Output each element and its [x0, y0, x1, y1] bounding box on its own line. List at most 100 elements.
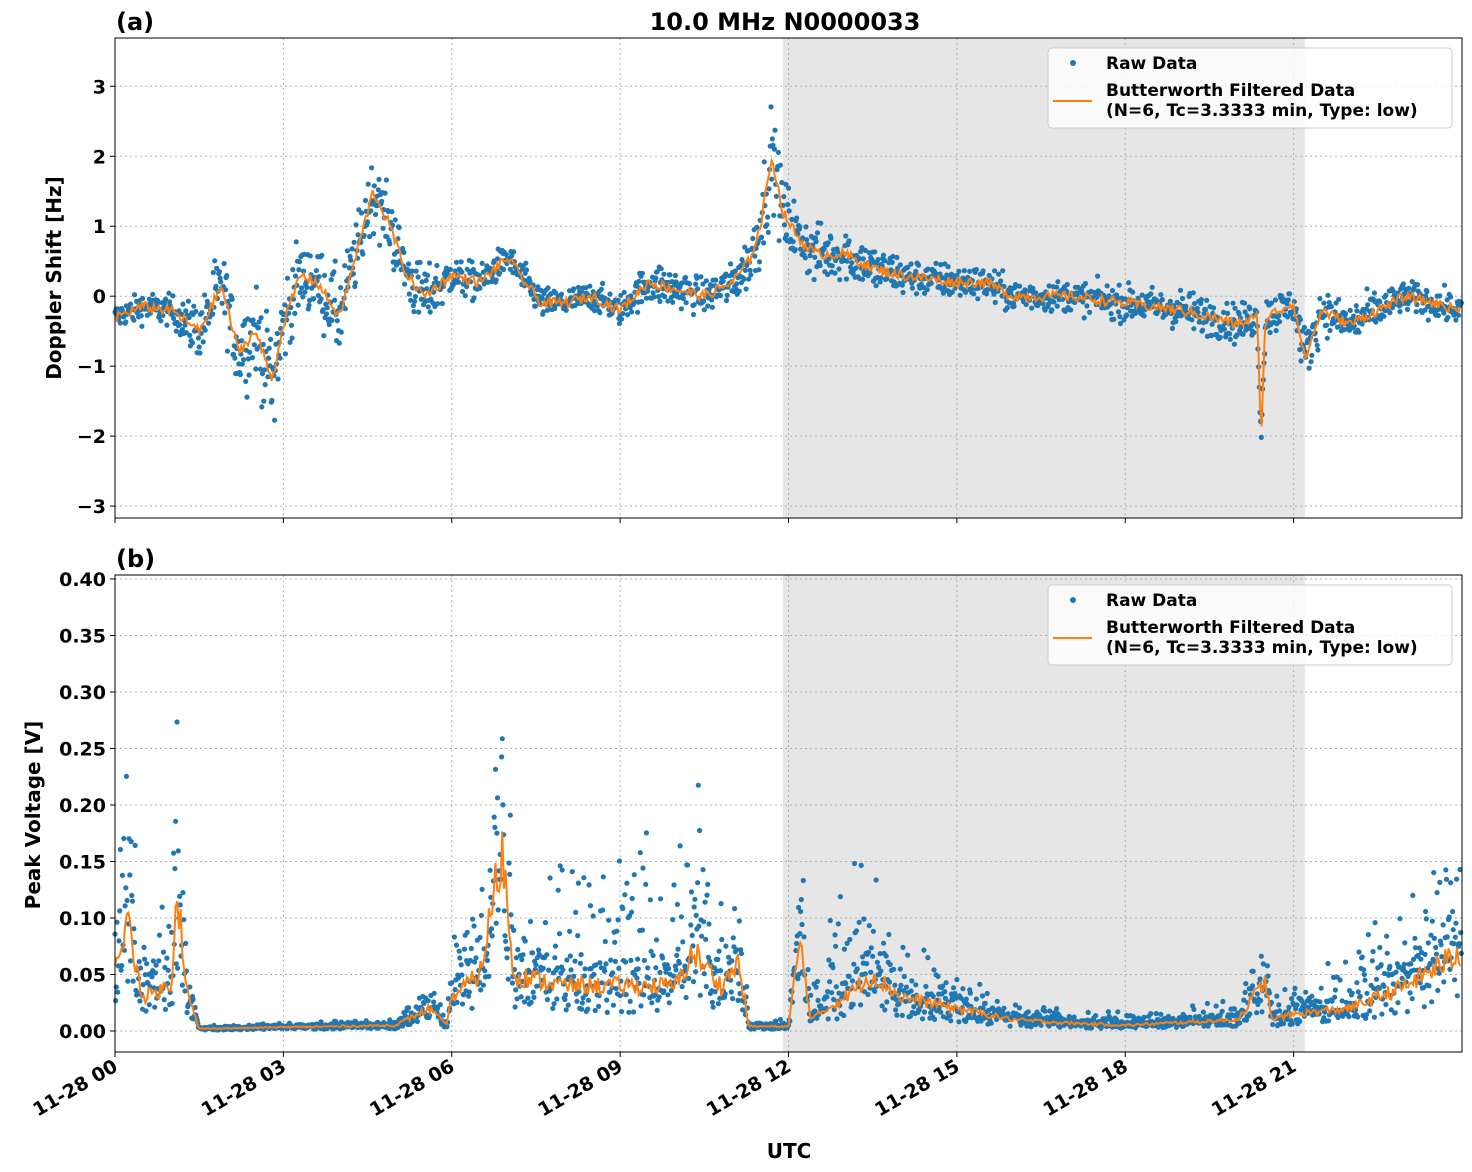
raw-data-point — [555, 887, 561, 893]
raw-data-point — [138, 313, 144, 319]
raw-data-point — [1294, 1002, 1300, 1008]
raw-data-point — [435, 301, 441, 307]
raw-data-point — [650, 290, 656, 296]
raw-data-point — [643, 830, 650, 836]
raw-data-point — [1377, 316, 1384, 322]
raw-data-point — [1372, 920, 1378, 926]
raw-data-point — [332, 258, 338, 264]
raw-data-point — [494, 830, 500, 836]
raw-data-point — [416, 309, 422, 315]
raw-data-point — [406, 261, 412, 267]
raw-data-point — [785, 201, 791, 208]
raw-data-point — [1012, 282, 1019, 288]
raw-data-point — [1204, 297, 1210, 303]
raw-data-point — [392, 217, 398, 223]
raw-data-point — [797, 224, 803, 230]
raw-data-point — [730, 996, 736, 1002]
raw-data-point — [523, 260, 529, 266]
raw-data-point — [710, 1004, 716, 1010]
raw-data-point — [338, 285, 344, 291]
raw-data-point — [1404, 1009, 1410, 1015]
raw-data-point — [638, 1003, 644, 1009]
raw-data-point — [277, 355, 283, 361]
raw-data-point — [1356, 329, 1362, 335]
raw-data-point — [540, 965, 546, 971]
raw-data-point — [492, 824, 498, 831]
raw-data-point — [187, 332, 193, 338]
raw-data-point — [152, 1004, 158, 1010]
raw-data-point — [938, 262, 944, 268]
raw-data-point — [606, 306, 612, 312]
raw-data-point — [575, 284, 582, 290]
raw-data-point — [408, 297, 414, 303]
raw-data-point — [542, 920, 549, 926]
raw-data-point — [380, 225, 386, 231]
raw-data-point — [616, 320, 623, 327]
raw-data-point — [1443, 876, 1450, 882]
panel-b-legend: Raw Data Butterworth Filtered Data (N=6, … — [1047, 584, 1453, 666]
raw-data-point — [656, 994, 662, 1000]
raw-data-point — [177, 893, 183, 900]
raw-data-point — [847, 936, 853, 943]
raw-data-point — [665, 298, 671, 304]
raw-data-point — [1095, 273, 1101, 279]
raw-data-point — [814, 978, 821, 985]
raw-data-point — [1054, 284, 1060, 290]
raw-data-point — [1377, 299, 1383, 305]
raw-data-point — [1453, 920, 1459, 926]
raw-data-point — [138, 965, 144, 971]
raw-data-point — [1016, 1005, 1023, 1011]
raw-data-point — [826, 256, 832, 262]
raw-data-point — [1104, 283, 1110, 289]
raw-data-point — [884, 999, 890, 1005]
raw-data-point — [853, 928, 860, 934]
raw-data-point — [868, 945, 874, 951]
raw-data-point — [131, 292, 138, 298]
raw-data-point — [400, 1023, 406, 1029]
raw-data-point — [1324, 335, 1330, 341]
raw-data-point — [980, 268, 986, 274]
raw-data-point — [837, 894, 844, 900]
raw-data-point — [1438, 942, 1444, 948]
raw-data-point — [765, 214, 771, 220]
raw-data-point — [119, 872, 125, 879]
raw-data-point — [713, 277, 719, 283]
raw-data-point — [1105, 1009, 1111, 1015]
raw-data-point — [700, 867, 706, 873]
raw-data-point — [814, 230, 821, 236]
raw-data-point — [1268, 300, 1274, 306]
raw-data-point — [802, 255, 808, 261]
raw-data-point — [832, 932, 838, 938]
raw-data-point — [1369, 958, 1375, 964]
raw-data-point — [479, 886, 485, 893]
raw-data-point — [1367, 1008, 1373, 1014]
raw-data-point — [224, 348, 231, 354]
raw-data-point — [1347, 307, 1353, 313]
raw-data-point — [1365, 932, 1371, 938]
raw-data-point — [624, 312, 631, 318]
raw-data-point — [766, 186, 772, 192]
raw-data-point — [402, 1013, 408, 1019]
raw-data-point — [1422, 307, 1428, 313]
raw-data-point — [1441, 979, 1447, 985]
raw-data-point — [579, 1000, 586, 1006]
raw-data-point — [736, 918, 742, 924]
raw-data-point — [824, 994, 830, 1000]
raw-data-point — [925, 955, 931, 961]
raw-data-point — [1054, 1006, 1060, 1012]
raw-data-point — [114, 919, 120, 925]
raw-data-point — [241, 357, 247, 363]
raw-data-point — [1321, 300, 1327, 306]
raw-data-point — [159, 904, 165, 910]
raw-data-point — [1272, 297, 1278, 303]
raw-data-point — [185, 298, 191, 304]
raw-data-point — [320, 307, 326, 313]
raw-data-point — [1346, 1014, 1352, 1020]
raw-data-point — [318, 296, 324, 302]
raw-data-point — [532, 303, 538, 309]
raw-data-point — [179, 982, 185, 988]
raw-data-point — [183, 940, 189, 947]
raw-data-point — [464, 929, 470, 935]
raw-data-point — [499, 736, 505, 742]
raw-data-point — [155, 300, 161, 306]
